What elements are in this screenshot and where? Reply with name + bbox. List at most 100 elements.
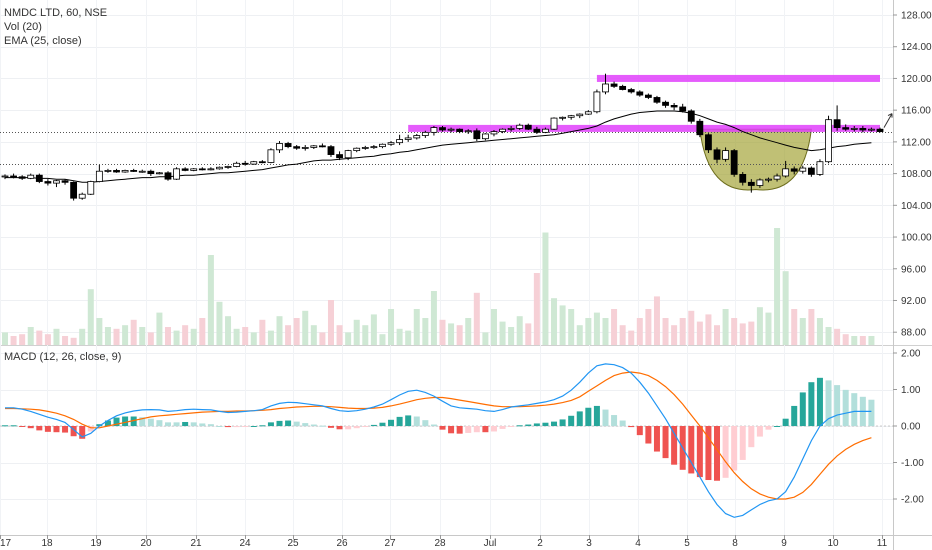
macd-histogram-bar: [190, 422, 197, 426]
volume-bar: [653, 296, 660, 345]
macd-tick-label: -2.00: [901, 495, 924, 506]
macd-tick-label: 2.00: [901, 349, 921, 360]
macd-histogram-bar: [585, 407, 592, 426]
candle-body: [130, 170, 138, 172]
candle-body: [421, 131, 429, 136]
candle-body: [224, 166, 232, 168]
macd-histogram-bar: [353, 426, 360, 429]
macd-histogram-bar: [611, 415, 618, 426]
resistance-zone: [596, 74, 880, 82]
candle-body: [464, 130, 472, 133]
candle-body: [644, 94, 652, 98]
candle-body: [876, 128, 884, 132]
price-tick-label: 128.00: [901, 11, 932, 22]
volume-bar: [731, 318, 738, 345]
volume-bar: [430, 291, 437, 345]
time-tick-label: 26: [336, 538, 348, 549]
macd-histogram-bar: [122, 416, 129, 426]
macd-histogram-bar: [731, 426, 738, 471]
volume-bar: [808, 309, 815, 345]
time-tick-label: 5: [684, 538, 690, 549]
macd-histogram-bar: [62, 426, 69, 433]
volume-bar: [379, 334, 386, 345]
macd-histogram-bar: [370, 424, 377, 426]
macd-histogram-bar: [653, 426, 660, 452]
volume-bar: [104, 327, 111, 345]
candle-body: [413, 135, 421, 139]
macd-histogram-bar: [327, 426, 334, 428]
volume-bar: [353, 319, 360, 345]
macd-histogram-bar: [799, 392, 806, 426]
volume-bar: [207, 255, 214, 345]
macd-histogram-bar: [576, 411, 583, 426]
candle-body: [318, 145, 326, 148]
candle-body: [87, 181, 95, 195]
volume-bar: [739, 323, 746, 345]
volume-bar: [285, 325, 292, 345]
volume-bar: [636, 318, 643, 345]
candle-body: [113, 170, 120, 173]
macd-histogram-bar: [207, 424, 214, 426]
candle-body: [344, 150, 352, 159]
candle-body: [336, 154, 343, 159]
macd-histogram-bar: [516, 425, 523, 427]
volume-bar: [576, 325, 583, 345]
candle-body: [542, 128, 549, 133]
time-tick-label: 18: [41, 538, 53, 549]
macd-histogram-bar: [439, 426, 446, 430]
volume-bar: [825, 327, 832, 345]
volume-bar: [250, 332, 257, 345]
macd-histogram-bar: [808, 382, 815, 426]
volume-bar: [96, 318, 103, 345]
volume-bar: [319, 332, 326, 345]
candle-body: [18, 176, 26, 179]
candle-body: [696, 120, 704, 136]
volume-bar: [851, 336, 858, 345]
signal-line: [5, 371, 872, 500]
volume-bar: [139, 327, 146, 345]
price-tick-label: 100.00: [901, 233, 932, 244]
macd-histogram-bar: [53, 426, 60, 433]
candle-body: [593, 91, 601, 113]
volume-bar: [834, 328, 841, 345]
candle-body: [216, 166, 223, 170]
macd-histogram-bar: [36, 426, 43, 431]
ema-label: EMA (25, close): [4, 35, 82, 47]
volume-bar: [293, 318, 300, 345]
volume-bar: [233, 328, 240, 345]
candle-body: [190, 168, 198, 171]
macd-histogram-bar: [164, 422, 171, 426]
volume-bar: [19, 334, 26, 345]
volume-bar: [542, 232, 549, 345]
volume-bar: [559, 305, 566, 345]
macd-histogram-bar: [714, 426, 721, 481]
volume-bar: [87, 289, 94, 345]
candle-body: [10, 175, 17, 178]
candle-body: [1, 175, 9, 178]
time-tick-label: 9: [781, 538, 787, 549]
time-tick-label: 21: [190, 538, 202, 549]
candle-body: [859, 127, 867, 131]
volume-tick-label: 96.00: [901, 264, 926, 275]
candle-body: [439, 127, 446, 131]
candle-body: [173, 168, 180, 180]
macd-histogram-bar: [765, 426, 772, 430]
volume-bar: [44, 334, 51, 345]
candle-body: [276, 143, 283, 151]
volume-bars: [1, 228, 875, 345]
price-tick-label: 112.00: [901, 137, 931, 148]
volume-bar: [216, 301, 223, 345]
macd-histogram-bar: [671, 426, 678, 465]
candle-body: [121, 170, 129, 173]
macd-histogram-bar: [310, 424, 317, 426]
volume-bar: [722, 309, 729, 345]
macd-legend: MACD (12, 26, close, 9): [4, 350, 121, 364]
volume-bar: [242, 327, 249, 345]
price-tick-label: 104.00: [901, 201, 932, 212]
candle-body: [293, 146, 301, 149]
macd-tick-label: 0.00: [901, 422, 921, 433]
time-tick-label: 8: [732, 538, 738, 549]
